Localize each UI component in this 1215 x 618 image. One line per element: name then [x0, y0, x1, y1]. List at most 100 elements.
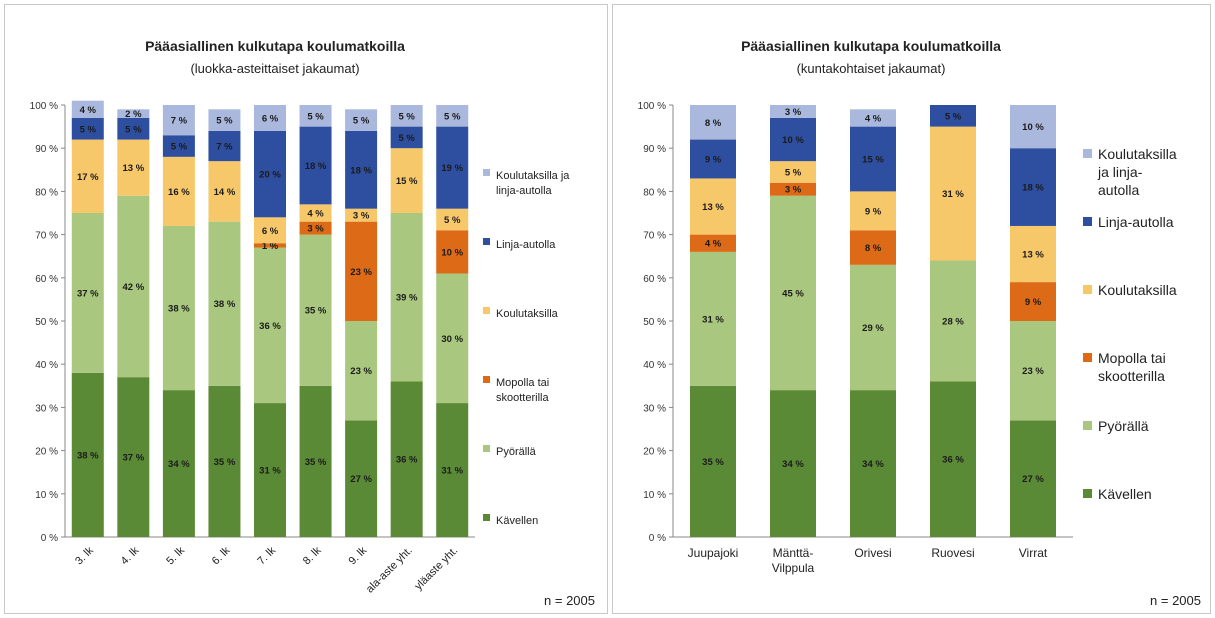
legend-swatch — [483, 307, 490, 314]
data-label: 13 % — [123, 163, 145, 174]
data-label: 30 % — [441, 334, 463, 345]
bar-segment — [770, 161, 816, 183]
data-label: 8 % — [865, 243, 882, 254]
chart-subtitle: (luokka-asteittaiset jakaumat) — [190, 61, 359, 76]
legend-swatch — [1083, 353, 1092, 362]
legend-label: Kävellen — [496, 515, 538, 527]
data-label: 34 % — [782, 459, 804, 470]
data-label: 27 % — [350, 474, 372, 485]
data-label: 3 % — [307, 224, 324, 235]
data-label: 34 % — [862, 459, 884, 470]
bar-segment — [770, 195, 816, 391]
legend-swatch — [483, 514, 490, 521]
y-tick-label: 70 % — [35, 231, 58, 242]
data-label: 13 % — [702, 202, 724, 213]
bar-segment — [1010, 282, 1056, 321]
data-label: 19 % — [441, 163, 463, 174]
data-label: 3 % — [785, 185, 802, 196]
data-label: 5 % — [945, 111, 962, 122]
chart-panel-municipality: Pääasiallinen kulkutapa koulumatkoilla (… — [612, 4, 1211, 614]
y-tick-label: 80 % — [35, 187, 58, 198]
category-label: yläaste yht. — [413, 545, 461, 593]
data-label: 5 % — [307, 111, 324, 122]
y-tick-label: 40 % — [643, 360, 666, 371]
bar-segment — [1010, 105, 1056, 149]
category-label: 9. lk — [346, 544, 369, 567]
data-label: 15 % — [862, 155, 884, 166]
category-label: 5. lk — [164, 544, 187, 567]
bar-segment — [71, 117, 104, 140]
data-label: 8 % — [705, 118, 722, 129]
data-label: 14 % — [214, 187, 236, 198]
bar-segment — [690, 385, 736, 537]
bar-segment — [770, 105, 816, 118]
bar-segment — [930, 105, 976, 127]
data-label: 36 % — [396, 455, 418, 466]
data-label: 5 % — [444, 111, 461, 122]
data-label: 2 % — [125, 109, 142, 120]
chart-subtitle: (kuntakohtaiset jakaumat) — [797, 61, 946, 76]
sample-size-label: n = 2005 — [544, 593, 595, 608]
bar-segment — [345, 208, 378, 222]
data-label: 9 % — [1025, 297, 1042, 308]
data-label: 10 % — [782, 135, 804, 146]
legend-label: Koulutaksilla ja linja-autolla — [496, 170, 570, 197]
bar-segment — [690, 105, 736, 140]
bar-segment — [299, 385, 332, 537]
data-label: 28 % — [942, 317, 964, 328]
data-label: 5 % — [171, 142, 188, 153]
y-tick-label: 80 % — [643, 187, 666, 198]
category-label: 7. lk — [255, 544, 278, 567]
y-tick-label: 90 % — [35, 144, 58, 155]
data-label: 3 % — [785, 107, 802, 118]
bar-segment — [1010, 420, 1056, 537]
bar-segment — [690, 178, 736, 235]
data-label: 6 % — [262, 113, 279, 124]
legend-label: Linja-autolla — [1098, 214, 1174, 230]
category-label: Orivesi — [854, 546, 891, 560]
data-label: 4 % — [80, 105, 97, 116]
data-label: 17 % — [77, 172, 99, 183]
bar-segment — [1010, 225, 1056, 283]
data-label: 38 % — [214, 299, 236, 310]
data-label: 18 % — [1022, 183, 1044, 194]
bar-segment — [850, 109, 896, 127]
bar-segment — [436, 105, 469, 127]
bar-segment — [390, 148, 423, 213]
bar-segment — [850, 390, 896, 537]
y-tick-label: 100 % — [30, 101, 58, 112]
data-label: 5 % — [80, 124, 97, 135]
chart-svg-municipality: Pääasiallinen kulkutapa koulumatkoilla (… — [638, 38, 1201, 608]
bar-segment — [436, 403, 469, 537]
data-label: 42 % — [123, 282, 145, 293]
bar-segment — [254, 247, 286, 404]
legend-label: Pyörällä — [496, 446, 537, 458]
bar-segment — [930, 126, 976, 261]
bar-segment — [690, 139, 736, 179]
legend-label: Kävellen — [1098, 486, 1152, 502]
y-tick-label: 50 % — [35, 317, 58, 328]
bar-segment — [162, 225, 195, 391]
bar-segment — [117, 195, 150, 378]
category-label: Virrat — [1019, 546, 1048, 560]
bar-segment — [117, 377, 150, 537]
bar-segment — [299, 204, 332, 222]
bar-segment — [254, 217, 286, 244]
data-label: 5 % — [353, 116, 370, 127]
data-label: 31 % — [259, 466, 281, 477]
bar-segment — [208, 161, 241, 222]
bar-segment — [254, 130, 286, 218]
bar-segment — [299, 105, 332, 127]
y-tick-label: 60 % — [35, 274, 58, 285]
bar-segment — [345, 130, 378, 209]
sample-size-label: n = 2005 — [1150, 593, 1201, 608]
y-tick-label: 100 % — [638, 101, 666, 112]
bar-segment — [850, 191, 896, 231]
bar-segment — [117, 139, 150, 196]
category-label: 3. lk — [73, 544, 96, 567]
bar-segment — [162, 156, 195, 226]
bar-segment — [770, 117, 816, 162]
data-label: 39 % — [396, 293, 418, 304]
bar-segment — [390, 105, 423, 127]
category-label: 6. lk — [210, 544, 233, 567]
